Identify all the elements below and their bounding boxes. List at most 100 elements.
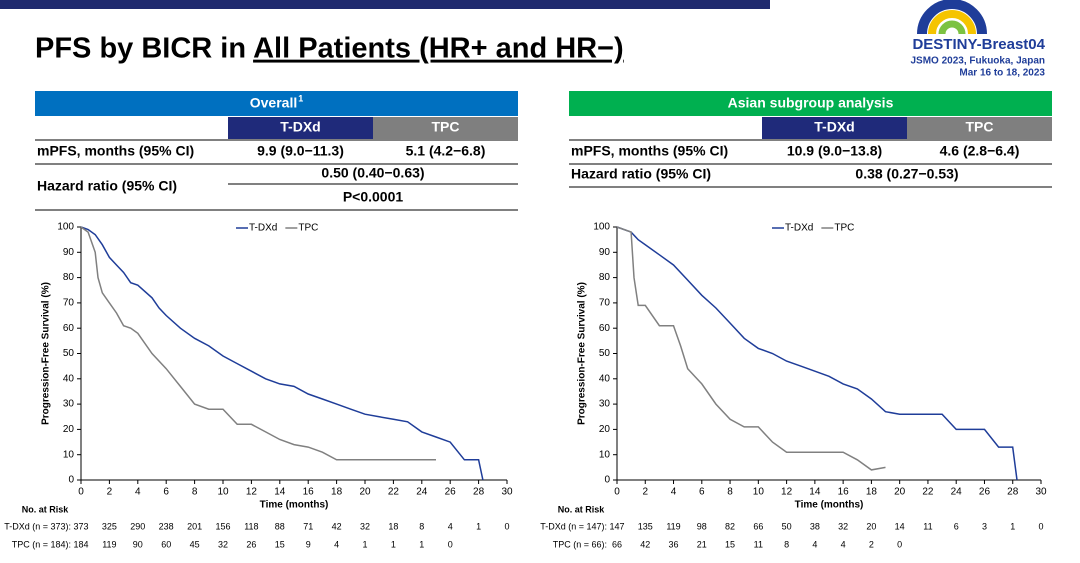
y-tick-label: 0 [68, 475, 74, 486]
row-label: mPFS, months (95% CI) [571, 143, 728, 159]
risk-value: 82 [725, 521, 735, 531]
survival-curve [80, 226, 484, 481]
x-tick-label: 18 [331, 487, 343, 498]
x-axis-label: Time (months) [260, 500, 329, 511]
risk-value: 8 [784, 539, 789, 549]
risk-value: 0 [448, 539, 453, 549]
x-axis-label: Time (months) [795, 500, 864, 511]
table-cell: 9.9 (9.0−11.3) [257, 143, 344, 159]
y-tick-label: 20 [63, 424, 75, 435]
legend-label: T-DXd [785, 223, 813, 234]
risk-title: No. at Risk [558, 504, 606, 514]
y-tick-label: 10 [63, 449, 75, 460]
survival-curve [80, 226, 436, 461]
table-title-note: 1 [298, 93, 303, 103]
y-tick-label: 50 [599, 348, 611, 359]
column-header [228, 117, 373, 139]
x-tick-label: 10 [217, 487, 229, 498]
risk-value: 15 [275, 539, 285, 549]
x-tick-label: 8 [727, 487, 733, 498]
table-cell: 0.38 (0.27−0.53) [855, 166, 958, 182]
x-tick-label: 4 [671, 487, 677, 498]
column-label: TPC [966, 119, 994, 135]
table-title: Overall [250, 95, 297, 111]
risk-value: 26 [246, 539, 256, 549]
table-title: Asian subgroup analysis [728, 95, 894, 111]
legend-label: TPC [834, 223, 854, 234]
y-tick-label: 80 [599, 272, 611, 283]
column-label: T-DXd [814, 119, 854, 135]
risk-value: 9 [306, 539, 311, 549]
risk-label: TPC (n = 184): [12, 539, 71, 549]
y-axis-label: Progression-Free Survival (%) [41, 282, 52, 425]
risk-value: 14 [895, 521, 905, 531]
risk-value: 119 [102, 539, 116, 549]
x-tick-label: 24 [951, 487, 963, 498]
legend-label: TPC [298, 223, 318, 234]
y-tick-label: 20 [599, 424, 611, 435]
risk-value: 42 [640, 539, 650, 549]
table-cell: 10.9 (9.0−13.8) [787, 143, 882, 159]
y-tick-label: 30 [63, 399, 75, 410]
risk-value: 0 [897, 539, 902, 549]
column-header [907, 117, 1052, 139]
risk-value: 11 [754, 539, 763, 549]
x-tick-label: 26 [979, 487, 991, 498]
risk-value: 2 [869, 539, 874, 549]
table-cell: 4.6 (2.8−6.4) [940, 143, 1020, 159]
x-tick-label: 26 [445, 487, 457, 498]
risk-value: 1 [362, 539, 367, 549]
x-tick-label: 12 [781, 487, 793, 498]
risk-value: 66 [753, 521, 763, 531]
x-tick-label: 2 [642, 487, 648, 498]
risk-value: 290 [130, 521, 145, 531]
x-tick-label: 16 [303, 487, 315, 498]
y-tick-label: 50 [63, 348, 75, 359]
risk-value: 1 [419, 539, 424, 549]
risk-value: 6 [954, 521, 959, 531]
risk-value: 38 [810, 521, 820, 531]
risk-value: 4 [334, 539, 339, 549]
column-header [762, 117, 907, 139]
logo-icon [917, 0, 987, 35]
survival-curve [616, 226, 886, 471]
risk-title: No. at Risk [22, 504, 70, 514]
risk-value: 184 [73, 539, 88, 549]
risk-value: 18 [388, 521, 398, 531]
y-tick-label: 40 [599, 373, 611, 384]
risk-label: T-DXd (n = 373): [4, 521, 71, 531]
row-label: Hazard ratio (95% CI) [571, 166, 711, 182]
x-tick-label: 2 [107, 487, 113, 498]
risk-value: 98 [697, 521, 707, 531]
y-tick-label: 90 [63, 247, 75, 258]
risk-value: 1 [476, 521, 481, 531]
column-header [373, 117, 518, 139]
risk-value: 119 [666, 521, 680, 531]
risk-value: 32 [360, 521, 370, 531]
risk-value: 0 [1038, 521, 1043, 531]
x-tick-label: 18 [866, 487, 878, 498]
risk-value: 1 [1010, 521, 1015, 531]
risk-value: 42 [332, 521, 342, 531]
risk-value: 0 [504, 521, 509, 531]
risk-value: 36 [669, 539, 679, 549]
risk-value: 20 [866, 521, 876, 531]
risk-label: TPC (n = 66): [553, 539, 607, 549]
row-label: Hazard ratio (95% CI) [37, 178, 177, 194]
risk-value: 88 [275, 521, 285, 531]
risk-value: 8 [419, 521, 424, 531]
x-tick-label: 22 [388, 487, 400, 498]
table-header [569, 91, 1052, 116]
x-tick-label: 8 [192, 487, 198, 498]
y-tick-label: 80 [63, 272, 75, 283]
risk-value: 4 [812, 539, 817, 549]
meeting: JSMO 2023, Fukuoka, Japan [911, 56, 1046, 67]
table-header [35, 91, 518, 116]
risk-value: 3 [982, 521, 987, 531]
meeting-dates: Mar 16 to 18, 2023 [959, 68, 1045, 79]
x-tick-label: 16 [838, 487, 850, 498]
title-underlined: All Patients (HR+ and HR−) [253, 33, 624, 65]
y-tick-label: 90 [599, 247, 611, 258]
x-tick-label: 14 [809, 487, 821, 498]
y-tick-label: 30 [599, 399, 611, 410]
